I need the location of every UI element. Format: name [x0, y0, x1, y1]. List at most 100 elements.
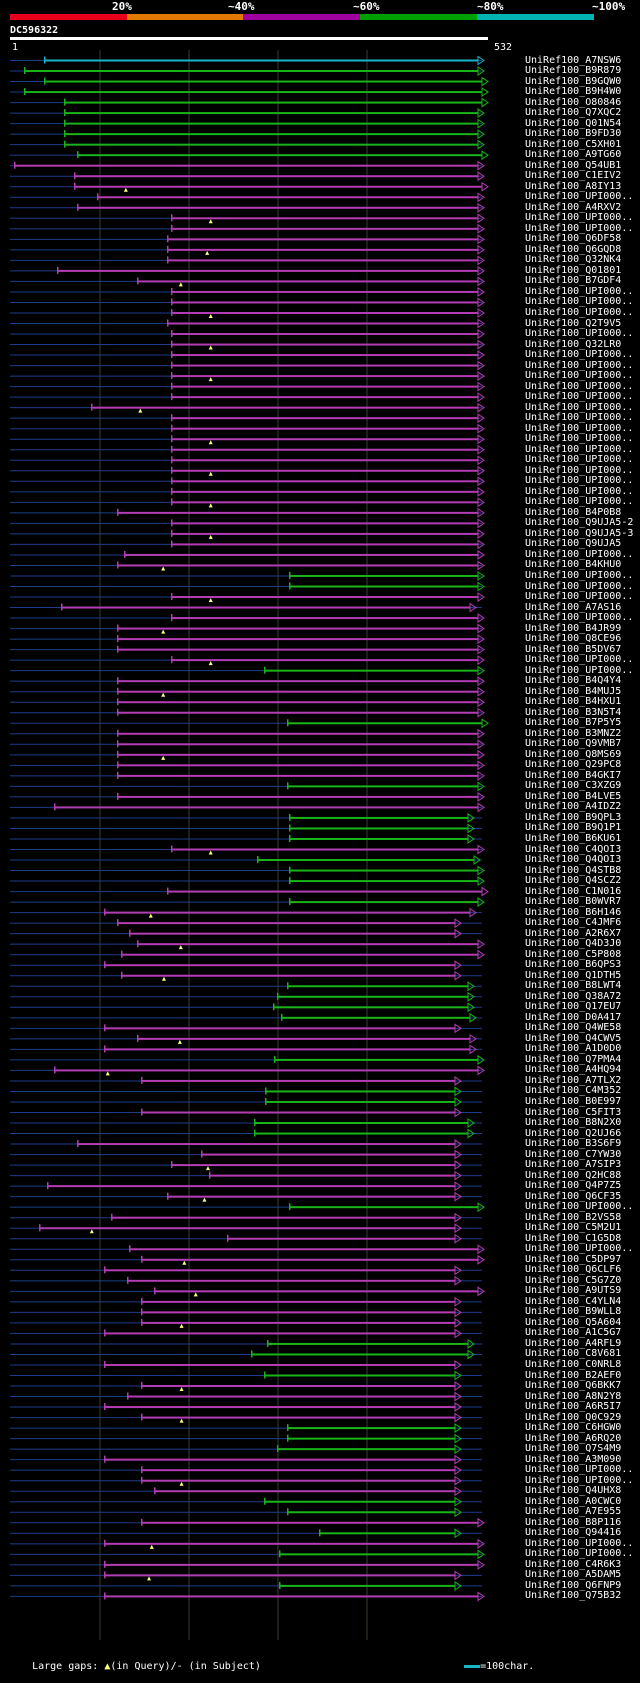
hit-accession[interactable]: UniRef100_Q4D3J0: [525, 938, 622, 950]
hit-accession[interactable]: UniRef100_A9TG60: [525, 149, 622, 161]
hit-accession[interactable]: UniRef100_B9R879: [525, 65, 622, 77]
hit-accession[interactable]: UniRef100_C4JMF6: [525, 917, 622, 929]
hit-accession[interactable]: UniRef100_Q01N54: [525, 117, 622, 129]
hit-accession[interactable]: UniRef100_C3XZG9: [525, 780, 622, 792]
hit-accession[interactable]: UniRef100_Q2T9V5: [525, 317, 622, 329]
hit-accession[interactable]: UniRef100_C1EIV2: [525, 170, 622, 182]
hit-accession[interactable]: UniRef100_A8N2Y8: [525, 1390, 622, 1402]
hit-accession[interactable]: UniRef100_Q4P7Z5: [525, 1180, 622, 1192]
hit-accession[interactable]: UniRef100_Q4CWV5: [525, 1032, 622, 1044]
hit-accession[interactable]: UniRef100_Q7PMA4: [525, 1053, 622, 1065]
hit-accession[interactable]: UniRef100_C1N016: [525, 885, 622, 897]
hit-accession[interactable]: UniRef100_B6H146: [525, 906, 622, 918]
hit-accession[interactable]: UniRef100_Q7S4M9: [525, 1443, 622, 1455]
hit-accession[interactable]: UniRef100_A7AS16: [525, 601, 622, 613]
hit-accession[interactable]: UniRef100_UPI000..: [525, 591, 634, 603]
hit-accession[interactable]: UniRef100_B9FD30: [525, 128, 622, 140]
hit-accession[interactable]: UniRef100_Q29PC8: [525, 759, 622, 771]
hit-accession[interactable]: UniRef100_A6R5I7: [525, 1401, 622, 1413]
hit-accession[interactable]: UniRef100_Q2UJ66: [525, 1127, 622, 1139]
hit-accession[interactable]: UniRef100_A8IY13: [525, 180, 622, 192]
hit-accession[interactable]: UniRef100_Q6CF35: [525, 1190, 622, 1202]
hit-accession[interactable]: UniRef100_A7NSW6: [525, 54, 622, 66]
hit-accession[interactable]: UniRef100_Q8MS69: [525, 748, 622, 760]
hit-accession[interactable]: UniRef100_A7SIP3: [525, 1159, 622, 1171]
hit-accession[interactable]: UniRef100_UPI000..: [525, 569, 634, 581]
hit-accession[interactable]: UniRef100_UPI000..: [525, 1537, 634, 1549]
hit-accession[interactable]: UniRef100_A9UTS9: [525, 1285, 622, 1297]
hit-accession[interactable]: UniRef100_UPI000..: [525, 443, 634, 455]
hit-accession[interactable]: UniRef100_B4HXU1: [525, 696, 622, 708]
hit-accession[interactable]: UniRef100_Q4QOI3: [525, 854, 622, 866]
hit-accession[interactable]: UniRef100_B9QPL3: [525, 811, 622, 823]
hit-accession[interactable]: UniRef100_Q38A72: [525, 990, 622, 1002]
hit-accession[interactable]: UniRef100_Q54UB1: [525, 159, 622, 171]
hit-accession[interactable]: UniRef100_C5M2U1: [525, 1222, 622, 1234]
hit-accession[interactable]: UniRef100_B9WLL8: [525, 1306, 622, 1318]
hit-accession[interactable]: UniRef100_A7E955: [525, 1506, 622, 1518]
hit-accession[interactable]: UniRef100_Q9VMB7: [525, 738, 622, 750]
hit-accession[interactable]: UniRef100_B8P116: [525, 1516, 622, 1528]
hit-accession[interactable]: UniRef100_UPI000..: [525, 359, 634, 371]
hit-accession[interactable]: UniRef100_UPI000..: [525, 464, 634, 476]
hit-accession[interactable]: UniRef100_C4R6K3: [525, 1558, 622, 1570]
hit-accession[interactable]: UniRef100_C5XH01: [525, 138, 622, 150]
hit-accession[interactable]: UniRef100_UPI000..: [525, 612, 634, 624]
hit-accession[interactable]: UniRef100_A4RXV2: [525, 201, 622, 213]
hit-accession[interactable]: UniRef100_B4LVE5: [525, 790, 622, 802]
hit-accession[interactable]: UniRef100_B0WVR7: [525, 896, 622, 908]
hit-accession[interactable]: UniRef100_UPI000..: [525, 401, 634, 413]
hit-accession[interactable]: UniRef100_C8V681: [525, 1348, 622, 1360]
hit-accession[interactable]: UniRef100_UPI000..: [525, 1548, 634, 1560]
hit-accession[interactable]: UniRef100_B4KHU0: [525, 559, 622, 571]
hit-accession[interactable]: UniRef100_UPI000..: [525, 349, 634, 361]
hit-accession[interactable]: UniRef100_B8N2X0: [525, 1117, 622, 1129]
hit-accession[interactable]: UniRef100_A0CWC0: [525, 1495, 622, 1507]
hit-accession[interactable]: UniRef100_B0E997: [525, 1095, 622, 1107]
hit-accession[interactable]: UniRef100_C5P808: [525, 948, 622, 960]
hit-accession[interactable]: UniRef100_A1D0D0: [525, 1043, 622, 1055]
hit-accession[interactable]: UniRef100_Q17EU7: [525, 1001, 622, 1013]
hit-accession[interactable]: UniRef100_A6RQ20: [525, 1432, 622, 1444]
hit-accession[interactable]: UniRef100_B3MNZ2: [525, 727, 622, 739]
hit-accession[interactable]: UniRef100_C6HGW0: [525, 1422, 622, 1434]
hit-accession[interactable]: UniRef100_B9GQW0: [525, 75, 622, 87]
hit-accession[interactable]: UniRef100_B3N5T4: [525, 706, 622, 718]
hit-accession[interactable]: UniRef100_UPI000..: [525, 1201, 634, 1213]
hit-accession[interactable]: UniRef100_A4RFL9: [525, 1337, 622, 1349]
hit-accession[interactable]: UniRef100_UPI000..: [525, 370, 634, 382]
hit-accession[interactable]: UniRef100_Q4STB8: [525, 864, 622, 876]
hit-accession[interactable]: UniRef100_A2R6X7: [525, 927, 622, 939]
hit-accession[interactable]: UniRef100_A1C5G7: [525, 1327, 622, 1339]
hit-accession[interactable]: UniRef100_B2AEF0: [525, 1369, 622, 1381]
hit-accession[interactable]: UniRef100_UPI000..: [525, 580, 634, 592]
hit-accession[interactable]: UniRef100_Q4WE58: [525, 1022, 622, 1034]
hit-accession[interactable]: UniRef100_C5FIT3: [525, 1106, 622, 1118]
hit-accession[interactable]: UniRef100_UPI000..: [525, 328, 634, 340]
hit-accession[interactable]: UniRef100_A4IDZ2: [525, 801, 622, 813]
hit-accession[interactable]: UniRef100_B9H4W0: [525, 86, 622, 98]
hit-accession[interactable]: UniRef100_UPI000..: [525, 664, 634, 676]
hit-accession[interactable]: UniRef100_UPI000..: [525, 1464, 634, 1476]
hit-accession[interactable]: UniRef100_B7P5Y5: [525, 717, 622, 729]
hit-accession[interactable]: UniRef100_C5G7Z0: [525, 1274, 622, 1286]
hit-accession[interactable]: UniRef100_Q9UJA5-2: [525, 517, 634, 529]
hit-accession[interactable]: UniRef100_C7YW30: [525, 1148, 622, 1160]
hit-accession[interactable]: UniRef100_Q01801: [525, 264, 622, 276]
hit-accession[interactable]: UniRef100_UPI000..: [525, 306, 634, 318]
hit-accession[interactable]: UniRef100_Q2HC88: [525, 1169, 622, 1181]
hit-accession[interactable]: UniRef100_Q9UJA5-3: [525, 527, 634, 539]
hit-accession[interactable]: UniRef100_D0A417: [525, 1011, 622, 1023]
hit-accession[interactable]: UniRef100_B4GKI7: [525, 769, 622, 781]
hit-accession[interactable]: UniRef100_UPI000..: [525, 475, 634, 487]
hit-accession[interactable]: UniRef100_A5DAM5: [525, 1569, 622, 1581]
hit-accession[interactable]: UniRef100_UPI000..: [525, 391, 634, 403]
hit-accession[interactable]: UniRef100_C4YLN4: [525, 1295, 622, 1307]
hit-accession[interactable]: UniRef100_UPI000..: [525, 496, 634, 508]
hit-accession[interactable]: UniRef100_A7TLX2: [525, 1074, 622, 1086]
hit-accession[interactable]: UniRef100_UPI000..: [525, 212, 634, 224]
hit-accession[interactable]: UniRef100_B7GDF4: [525, 275, 622, 287]
hit-accession[interactable]: UniRef100_Q6FNP9: [525, 1579, 622, 1591]
hit-accession[interactable]: UniRef100_Q6BKK7: [525, 1380, 622, 1392]
hit-accession[interactable]: UniRef100_Q1DTH5: [525, 969, 622, 981]
